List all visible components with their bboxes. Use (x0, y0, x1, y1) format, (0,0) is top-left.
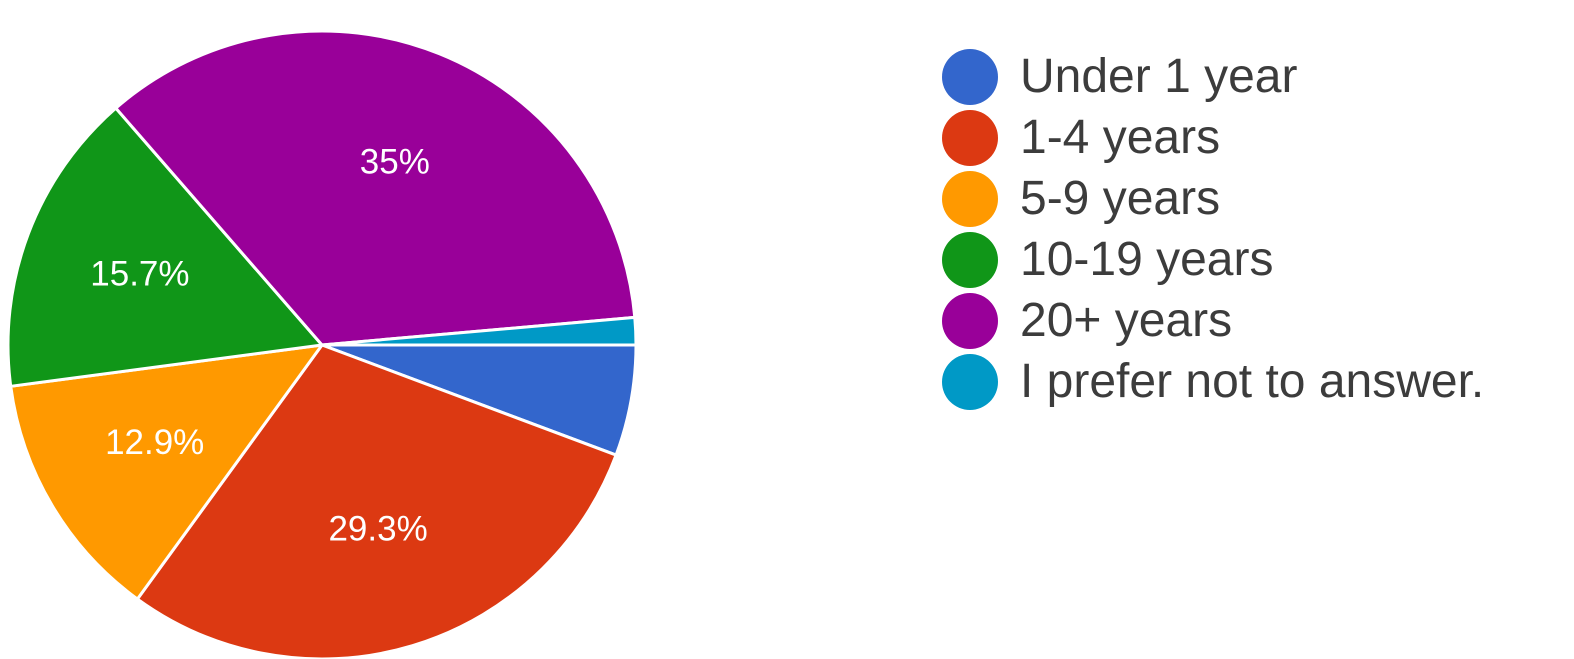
legend-item-20-plus-years[interactable]: 20+ years (942, 290, 1484, 351)
legend-swatch (942, 109, 998, 166)
pie-slice-i-prefer-not-to-answer[interactable] (320, 315, 638, 347)
legend-swatch (942, 48, 998, 105)
legend-label: 1-4 years (1020, 111, 1221, 164)
legend-item-5-9-years[interactable]: 5-9 years (942, 168, 1484, 229)
legend-label: 20+ years (1020, 294, 1233, 347)
pie-slice-10-19-years[interactable] (6, 106, 324, 388)
pie-slice-5-9-years[interactable] (9, 343, 324, 601)
pie-slice-labels: 29.3% 12.9% 15.7% 35% (90, 143, 430, 549)
slice-value-label: 15.7% (90, 254, 189, 293)
legend-item-under-1-year[interactable]: Under 1 year (942, 46, 1484, 107)
legend-label: 10-19 years (1020, 233, 1274, 286)
legend-label: Under 1 year (1020, 50, 1298, 103)
legend-item-10-19-years[interactable]: 10-19 years (942, 229, 1484, 290)
legend-swatch (942, 231, 998, 288)
pie-slice-20-years[interactable] (114, 29, 637, 347)
legend-swatch (942, 292, 998, 349)
legend-swatch (942, 353, 998, 410)
slice-value-label: 12.9% (105, 423, 204, 462)
pie-slice-1-4-years[interactable] (135, 343, 618, 659)
pie-slices (6, 29, 638, 659)
slice-value-label: 35% (360, 143, 430, 182)
slice-value-label: 29.3% (328, 510, 427, 549)
legend-swatch (942, 170, 998, 227)
legend-item-1-4-years[interactable]: 1-4 years (942, 107, 1484, 168)
legend-label: I prefer not to answer. (1020, 355, 1485, 408)
chart-legend: Under 1 year 1-4 years 5-9 years 10-19 y… (942, 46, 1484, 412)
pie-plot-area: 29.3% 12.9% 15.7% 35% (6, 29, 638, 659)
legend-label: 5-9 years (1020, 172, 1221, 225)
legend-item-prefer-not-to-answer[interactable]: I prefer not to answer. (942, 351, 1484, 412)
